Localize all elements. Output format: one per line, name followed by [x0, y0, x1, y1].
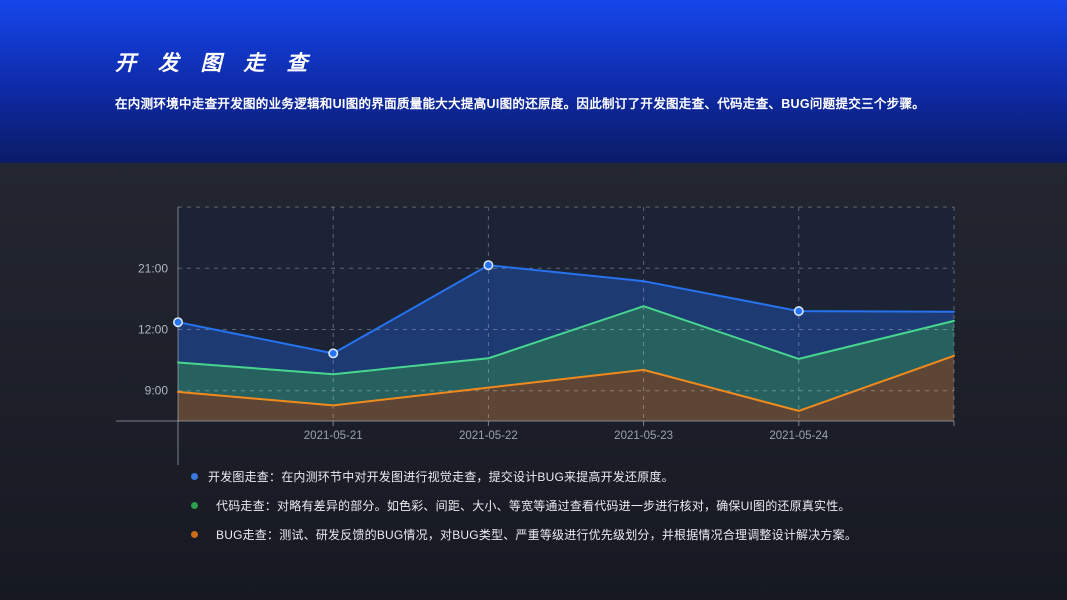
legend-label: 开发图走查：	[208, 469, 282, 484]
y-axis-tick-label: 9:00	[145, 384, 169, 398]
legend-dot-green	[191, 501, 198, 509]
series-line-代码走查	[177, 305, 955, 376]
data-point-marker	[793, 306, 804, 317]
x-axis-tick-label: 2021-05-22	[459, 430, 518, 442]
data-point-marker	[483, 260, 494, 271]
legend-item-dev-review: 开发图走查： 在内测环节中对开发图进行视觉走查，提交设计BUG来提高开发还原度。	[191, 467, 991, 485]
area-fill-代码走查	[178, 306, 954, 421]
area-chart: 9:00 12:00 21:00 2021-05-21 2021-05-22 2021-0…	[116, 206, 955, 465]
header-banner: 开 发 图 走 查 在内测环境中走查开发图的业务逻辑和UI图的界面质量能大大提高…	[0, 0, 1067, 163]
legend-text: 在内测环节中对开发图进行视觉走查，提交设计BUG来提高开发还原度。	[281, 469, 674, 484]
legend-dot-orange	[191, 530, 198, 538]
x-axis-tick-label: 2021-05-24	[769, 430, 828, 442]
legend-item-bug-review: BUG走查： 测试、研发反馈的BUG情况，对BUG类型、严重等级进行优先级划分，…	[191, 525, 991, 543]
legend-dot-blue	[191, 472, 198, 480]
legend-item-code-review: 代码走查： 对略有差异的部分。如色彩、间距、大小、等宽等通过查看代码进一步进行核…	[191, 496, 991, 514]
x-axis-tick-label: 2021-05-21	[304, 430, 363, 442]
page-description: 在内测环境中走查开发图的业务逻辑和UI图的界面质量能大大提高UI图的还原度。因此…	[115, 97, 926, 111]
y-axis-tick-label: 12:00	[138, 323, 168, 337]
legend-text: 对略有差异的部分。如色彩、间距、大小、等宽等通过查看代码进一步进行核对，确保UI…	[277, 498, 851, 513]
x-axis-tick-label: 2021-05-23	[614, 430, 673, 442]
page-title: 开 发 图 走 查	[115, 52, 316, 75]
legend-label: BUG走查：	[216, 527, 280, 542]
area-fill-BUG走查	[178, 355, 954, 421]
legend-label: 代码走查：	[216, 498, 278, 513]
y-axis-tick-label: 21:00	[138, 261, 168, 275]
legend-text: 测试、研发反馈的BUG情况，对BUG类型、严重等级进行优先级划分，并根据情况合理…	[279, 527, 858, 542]
data-point-marker	[173, 317, 184, 328]
series-line-开发图走查	[177, 264, 955, 355]
data-point-marker	[328, 348, 339, 359]
series-line-BUG走查	[177, 354, 955, 412]
chart-legend: 开发图走查： 在内测环节中对开发图进行视觉走查，提交设计BUG来提高开发还原度。…	[191, 467, 991, 554]
